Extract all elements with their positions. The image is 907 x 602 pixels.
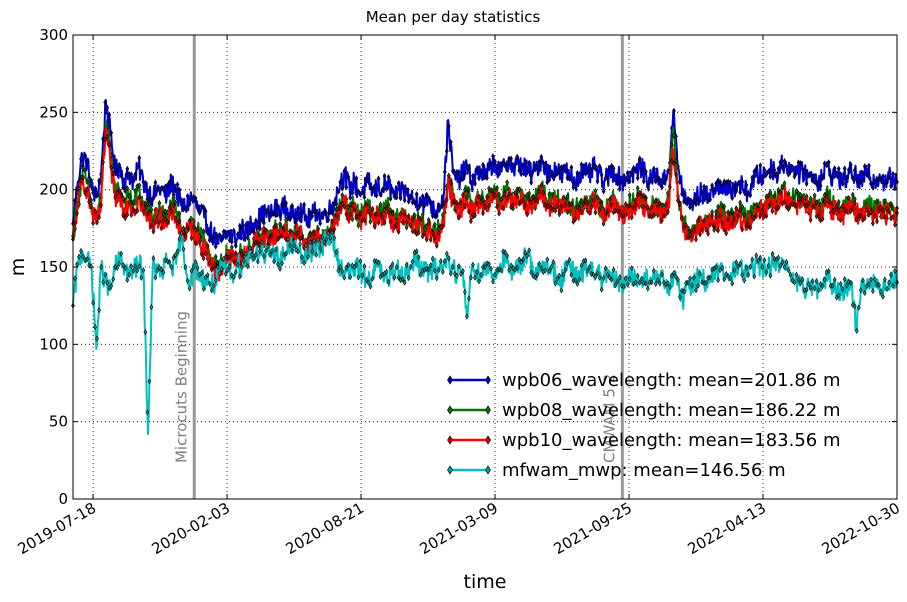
legend-marker <box>447 435 453 445</box>
y-tick-label: 150 <box>39 258 68 276</box>
y-tick-label: 100 <box>39 335 68 353</box>
x-tick-label: 2021-03-09 <box>417 499 502 558</box>
y-axis-label: m <box>7 258 29 277</box>
legend-label: mfwam_mwp: mean=146.56 m <box>502 460 786 481</box>
x-tick-label: 2022-04-13 <box>685 499 770 558</box>
x-tick-label: 2020-02-03 <box>149 499 234 558</box>
series-markers <box>71 229 899 416</box>
legend-marker <box>485 435 491 445</box>
series-line <box>72 99 898 248</box>
legend-marker <box>485 405 491 415</box>
y-tick-label: 200 <box>39 181 68 199</box>
chart-title: Mean per day statistics <box>366 8 541 26</box>
legend-label: wpb06_wavelength: mean=201.86 m <box>502 370 840 391</box>
legend-label: wpb10_wavelength: mean=183.56 m <box>502 430 840 451</box>
x-tick-label: 2021-09-25 <box>551 499 636 558</box>
y-tick-label: 300 <box>39 26 68 44</box>
legend: wpb06_wavelength: mean=201.86 m wpb08_wav… <box>447 370 840 481</box>
annotation-label: CMWAM 5.2 <box>600 374 618 463</box>
annotation-label: Microcuts Beginning <box>172 311 190 463</box>
x-axis-label: time <box>464 571 507 593</box>
legend-marker <box>447 405 453 415</box>
legend-marker <box>447 375 453 385</box>
y-tick-label: 0 <box>58 490 68 508</box>
series-lines <box>71 99 899 435</box>
legend-marker <box>485 375 491 385</box>
x-tick-label: 2022-10-30 <box>818 499 903 558</box>
x-tick-label: 2020-08-21 <box>283 499 368 558</box>
legend-marker <box>485 465 491 475</box>
series-markers <box>71 133 899 273</box>
y-tick-label: 50 <box>49 413 68 431</box>
x-tick-label: 2019-07-18 <box>15 499 100 558</box>
legend-marker <box>447 465 453 475</box>
legend-label: wpb08_wavelength: mean=186.22 m <box>502 400 840 421</box>
y-tick-label: 250 <box>39 103 68 121</box>
